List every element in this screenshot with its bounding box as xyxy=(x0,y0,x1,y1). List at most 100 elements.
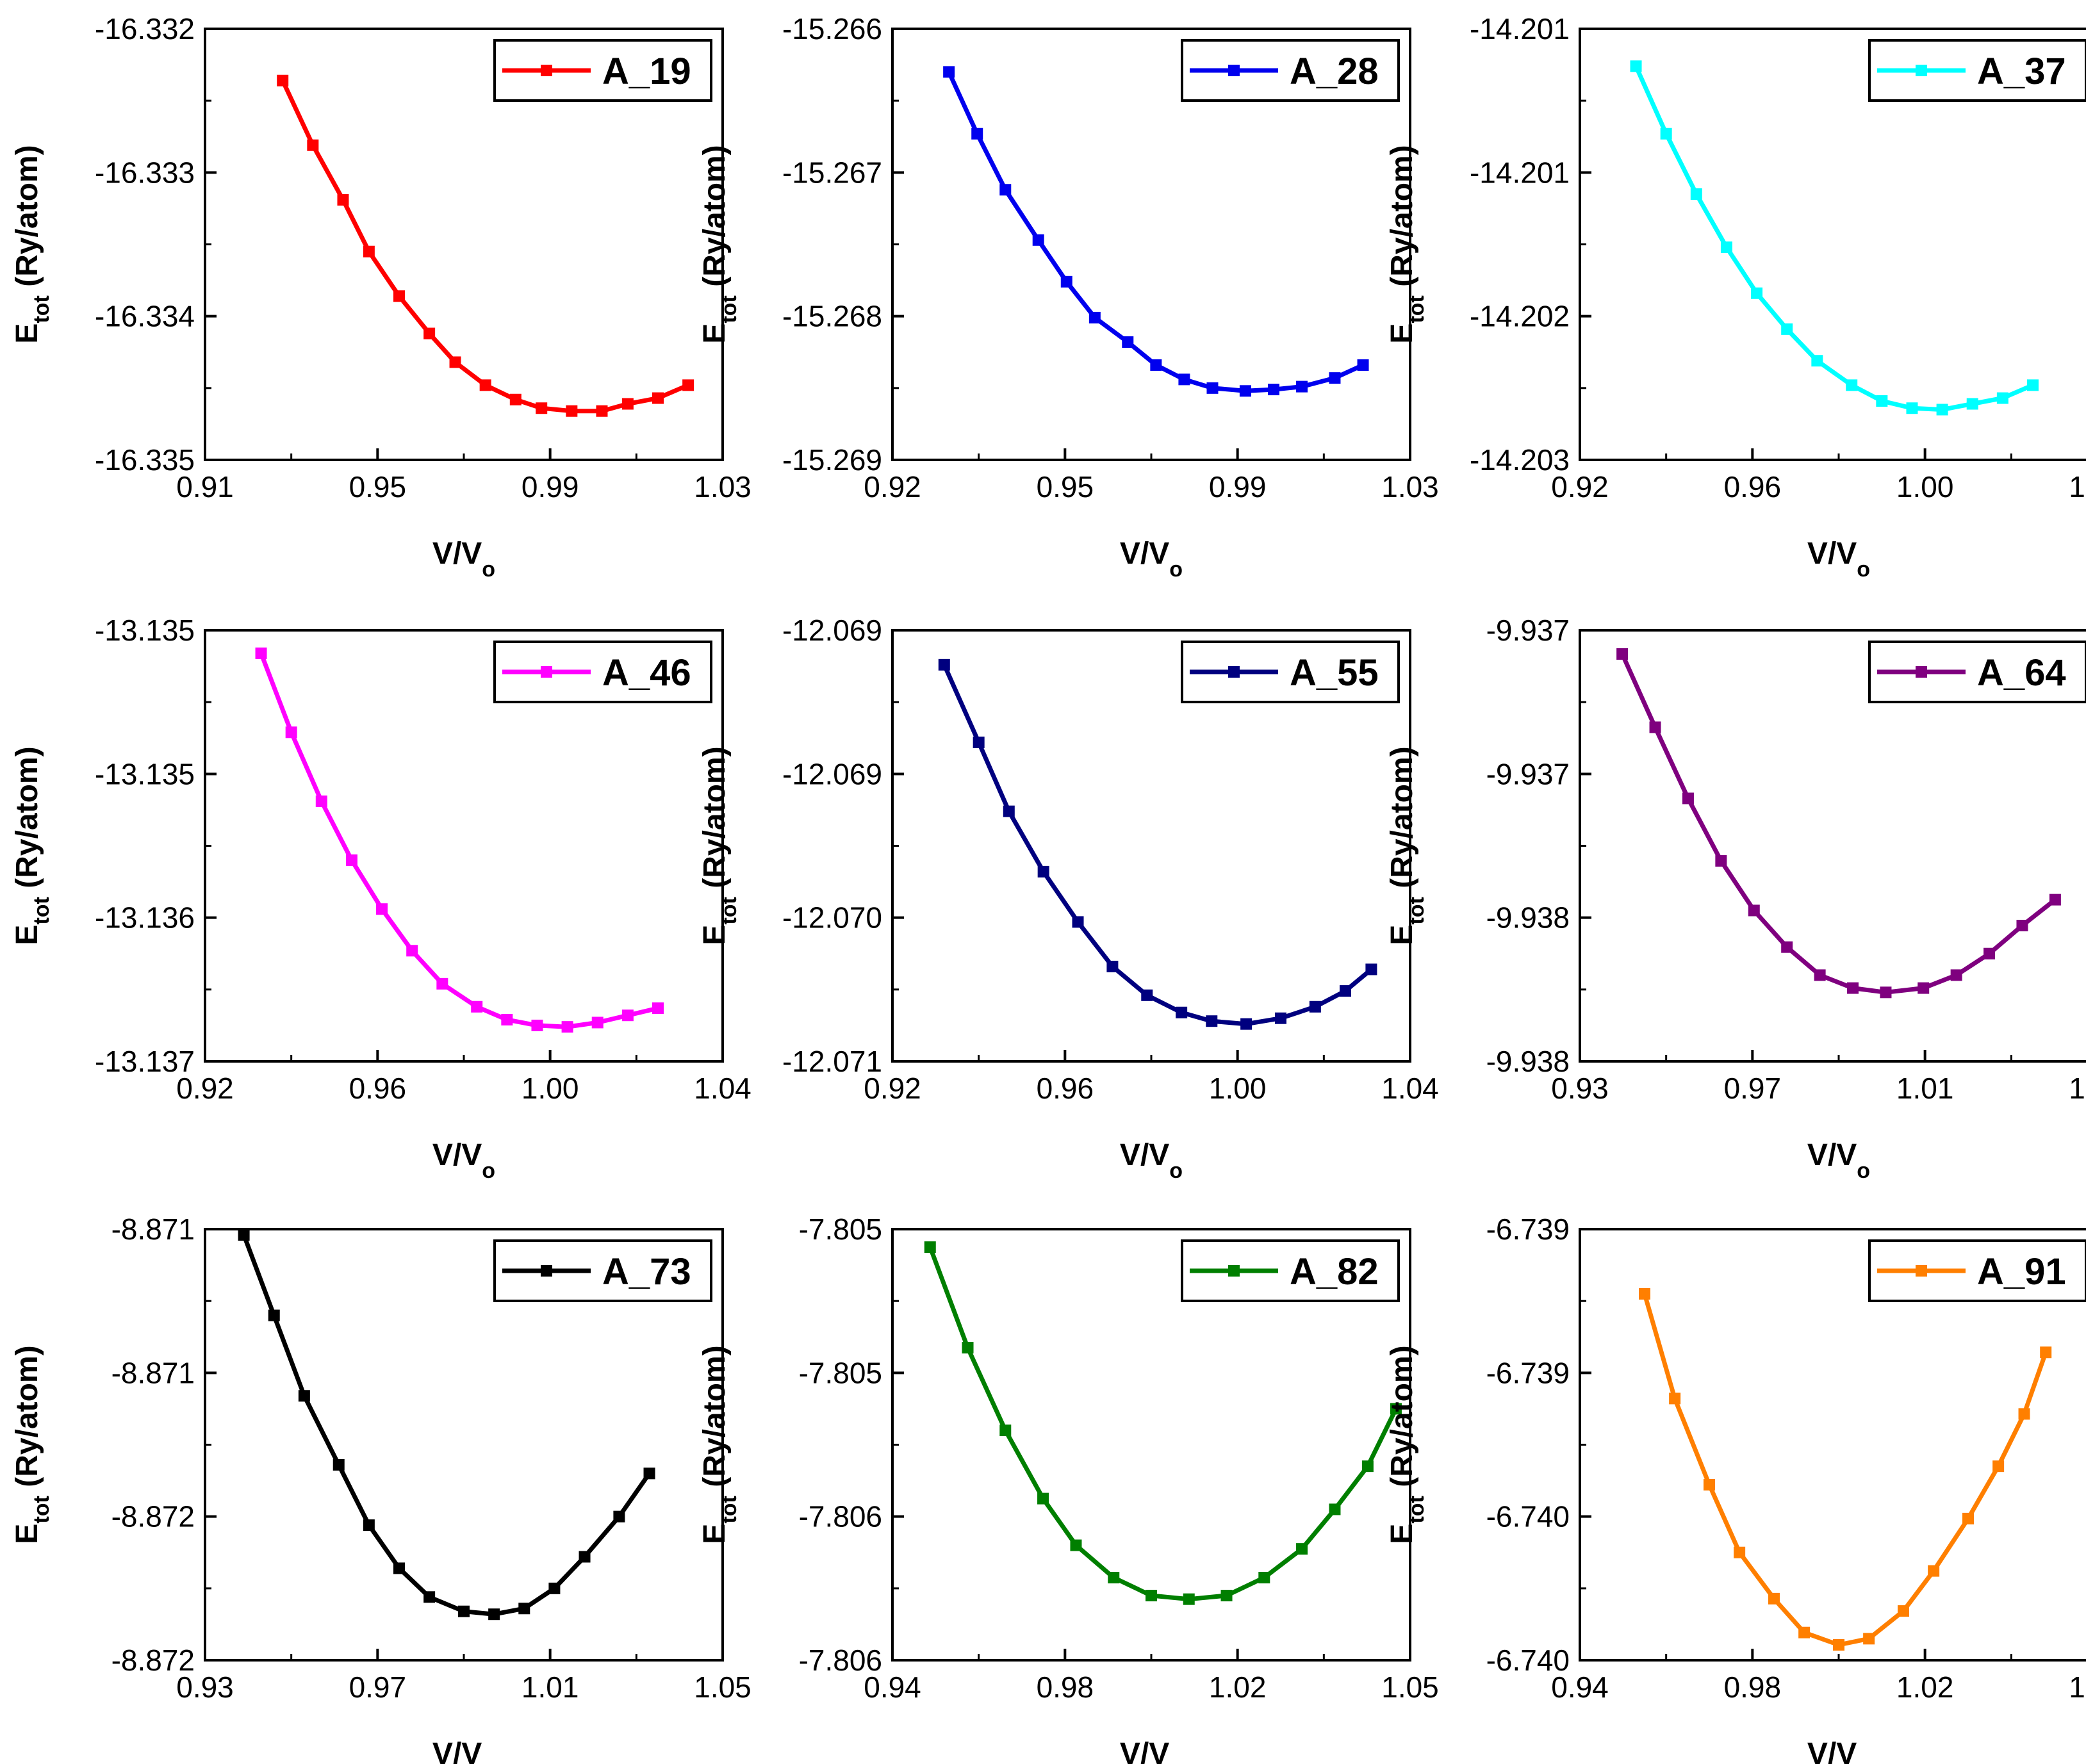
x-tick-label: 0.97 xyxy=(349,1670,407,1704)
data-point xyxy=(1340,985,1351,997)
y-tick-label: -9.938 xyxy=(1486,901,1570,935)
data-point xyxy=(591,1017,604,1029)
y-axis-title-main: E xyxy=(698,323,732,344)
x-axis-title-main: V/V xyxy=(1120,537,1169,571)
chart-panel-a-19: 0.91 0.95 0.99 1.03 -16.335 -16.334 -16.333 -16… xyxy=(10,12,751,582)
x-tick-label: 1.00 xyxy=(1896,470,1954,503)
y-tick-label: -6.740 xyxy=(1486,1500,1570,1533)
x-tick-label: 1.02 xyxy=(1209,1670,1267,1704)
y-tick-label: -12.070 xyxy=(782,901,882,935)
data-point xyxy=(1206,382,1219,394)
data-point xyxy=(1183,1593,1195,1605)
y-tick-label: -9.937 xyxy=(1486,614,1570,647)
x-tick-label: 1.04 xyxy=(2069,470,2086,503)
y-axis-title-subscript: tot xyxy=(1404,295,1429,323)
y-tick-label: -12.071 xyxy=(782,1045,882,1078)
data-point xyxy=(1032,234,1044,246)
x-axis-title-main: V/V xyxy=(1120,1737,1169,1764)
x-axis-title: V/Vo xyxy=(1120,1138,1183,1183)
y-axis-title: Etot (Ry/atom) xyxy=(1385,1345,1429,1544)
data-point xyxy=(285,726,297,739)
x-tick-label: 0.92 xyxy=(864,1072,921,1105)
x-axis-title-main: V/V xyxy=(1807,1737,1857,1764)
data-point xyxy=(1781,941,1793,953)
y-axis-title: Etot (Ry/atom) xyxy=(698,1345,741,1544)
y-tick-label: -8.872 xyxy=(111,1500,195,1533)
data-point xyxy=(333,1458,345,1471)
data-point xyxy=(363,1519,375,1531)
legend-marker-swatch xyxy=(1228,65,1240,76)
data-point xyxy=(1814,969,1826,981)
data-point xyxy=(488,1608,500,1621)
data-point xyxy=(423,327,436,339)
y-tick-label: -16.334 xyxy=(95,300,195,333)
data-point xyxy=(1928,1565,1940,1577)
y-axis-title-main: E xyxy=(1385,323,1419,344)
data-point xyxy=(999,184,1012,196)
x-tick-label: 0.95 xyxy=(1037,470,1094,503)
x-tick-label: 1.00 xyxy=(522,1072,579,1105)
x-axis-title-subscript: o xyxy=(1169,557,1183,582)
legend: A_19 xyxy=(493,39,712,102)
data-point xyxy=(531,1019,543,1031)
y-tick-label: -8.871 xyxy=(111,1356,195,1389)
data-point xyxy=(536,402,548,414)
data-point xyxy=(1751,287,1763,299)
data-point xyxy=(561,1021,573,1033)
data-point xyxy=(548,1582,561,1594)
y-tick-label: -12.069 xyxy=(782,614,882,647)
x-tick-label: 0.93 xyxy=(1551,1072,1609,1105)
data-point xyxy=(1357,359,1369,371)
legend: A_82 xyxy=(1181,1239,1400,1302)
y-tick-label: -15.269 xyxy=(782,443,882,477)
legend: A_46 xyxy=(493,641,712,703)
y-tick-label: -15.267 xyxy=(782,156,882,189)
x-tick-label: 0.92 xyxy=(1551,470,1609,503)
y-axis-title: Etot (Ry/atom) xyxy=(10,746,54,945)
y-axis-title-units: (Ry/atom) xyxy=(698,746,732,897)
series-line xyxy=(1642,1291,2048,1647)
x-axis-title-subscript: o xyxy=(482,557,495,582)
data-point xyxy=(652,1002,664,1014)
y-tick-label: -9.938 xyxy=(1486,1045,1570,1078)
x-tick-label: 0.96 xyxy=(1037,1072,1094,1105)
x-tick-label: 0.96 xyxy=(349,1072,407,1105)
data-point xyxy=(1072,916,1084,928)
legend-label: A_19 xyxy=(602,51,691,92)
data-point xyxy=(1088,311,1101,323)
legend-marker-swatch xyxy=(1228,666,1240,678)
series-line xyxy=(928,1245,1399,1602)
chart-panel-a-82: 0.94 0.98 1.02 1.05 -7.806 -7.806 -7.805 -7.805… xyxy=(698,1213,1439,1764)
data-point xyxy=(1258,1572,1270,1584)
data-point xyxy=(268,1309,280,1321)
legend: A_28 xyxy=(1181,39,1400,102)
series-line xyxy=(1620,651,2058,995)
data-point xyxy=(423,1591,436,1603)
x-tick-label: 1.03 xyxy=(694,470,751,503)
x-axis-title-subscript: o xyxy=(1169,1159,1183,1183)
y-axis-title-units: (Ry/atom) xyxy=(1385,145,1419,295)
x-axis-title: V/Vo xyxy=(432,1737,495,1764)
chart-panel-a-46: 0.92 0.96 1.00 1.04 -13.137 -13.136 -13.135 -13… xyxy=(10,614,751,1183)
data-point xyxy=(1669,1392,1681,1405)
y-axis-title-units: (Ry/atom) xyxy=(698,1345,732,1496)
legend-marker-swatch xyxy=(1228,1265,1240,1277)
data-point xyxy=(1150,359,1162,371)
data-point xyxy=(2016,920,2028,932)
x-axis-title: V/Vo xyxy=(432,537,495,582)
data-point xyxy=(1690,188,1702,200)
y-axis-title-units: (Ry/atom) xyxy=(10,1345,44,1496)
data-point xyxy=(1070,1539,1082,1551)
y-tick-label: -13.137 xyxy=(95,1045,195,1078)
data-point xyxy=(1146,1590,1157,1602)
x-tick-label: 0.98 xyxy=(1037,1670,1094,1704)
series-line xyxy=(1634,63,2035,412)
data-point xyxy=(1962,1512,1974,1524)
data-point xyxy=(1720,241,1732,253)
x-tick-label: 0.93 xyxy=(176,1670,234,1704)
x-axis-title: V/Vo xyxy=(1807,537,1870,582)
data-point xyxy=(2040,1346,2052,1359)
data-point xyxy=(1329,1503,1341,1515)
data-point xyxy=(1178,373,1190,386)
y-axis-title-subscript: tot xyxy=(717,897,741,924)
